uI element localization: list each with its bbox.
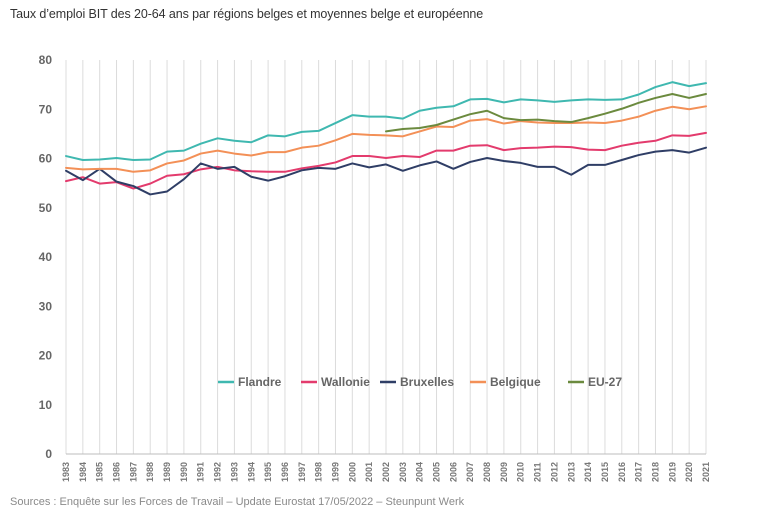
x-axis: 1983 1984 1985 1986 1987 1988 1989 1990 1991 1992… <box>61 462 711 482</box>
x-tick-label: 2016 <box>617 462 627 482</box>
x-tick-label: 1983 <box>61 462 71 482</box>
x-tick-label: 1984 <box>78 462 88 482</box>
legend-label: EU-27 <box>588 375 622 389</box>
x-tick-label: 2005 <box>432 462 442 482</box>
y-tick-label: 50 <box>39 201 53 215</box>
x-tick-label: 1996 <box>280 462 290 482</box>
series-line-wallonie <box>65 131 707 190</box>
legend: Flandre Wallonie Bruxelles Belgique EU-27 <box>218 375 622 389</box>
series-line-flandre <box>65 81 707 161</box>
x-tick-label: 1993 <box>229 462 239 482</box>
x-tick-label: 2004 <box>415 462 425 482</box>
legend-label: Flandre <box>238 375 282 389</box>
x-tick-label: 2001 <box>364 462 374 482</box>
x-tick-label: 2015 <box>600 462 610 482</box>
x-tick-label: 2009 <box>499 462 509 482</box>
x-tick-label: 2008 <box>482 462 492 482</box>
y-tick-label: 10 <box>39 398 53 412</box>
x-tick-label: 1990 <box>179 462 189 482</box>
x-tick-label: 1999 <box>330 462 340 482</box>
series-line-bruxelles <box>65 146 707 196</box>
y-tick-label: 20 <box>39 349 53 363</box>
x-tick-label: 2000 <box>347 462 357 482</box>
y-tick-label: 0 <box>45 447 52 461</box>
y-tick-label: 30 <box>39 299 53 313</box>
grid <box>65 60 707 455</box>
x-tick-label: 1988 <box>145 462 155 482</box>
x-tick-label: 2003 <box>398 462 408 482</box>
x-tick-label: 1992 <box>213 462 223 482</box>
x-tick-label: 2018 <box>650 462 660 482</box>
y-tick-label: 70 <box>39 102 53 116</box>
x-tick-label: 2012 <box>549 462 559 482</box>
x-tick-label: 1987 <box>128 462 138 482</box>
chart-title: Taux d’emploi BIT des 20-64 ans par régi… <box>10 7 484 21</box>
x-tick-label: 2010 <box>516 462 526 482</box>
legend-label: Bruxelles <box>400 375 454 389</box>
series-line-belgique <box>65 105 707 173</box>
x-tick-label: 2020 <box>684 462 694 482</box>
x-tick-label: 2013 <box>566 462 576 482</box>
x-tick-label: 1989 <box>162 462 172 482</box>
series-line-eu-27 <box>385 92 707 133</box>
y-tick-label: 60 <box>39 152 53 166</box>
legend-label: Wallonie <box>321 375 370 389</box>
x-tick-label: 2021 <box>701 462 711 482</box>
x-tick-label: 2002 <box>381 462 391 482</box>
x-tick-label: 1994 <box>246 462 256 482</box>
legend-label: Belgique <box>490 375 541 389</box>
y-tick-label: 80 <box>39 53 53 67</box>
x-tick-label: 1985 <box>95 462 105 482</box>
x-tick-label: 2011 <box>533 462 543 482</box>
x-tick-label: 2017 <box>634 462 644 482</box>
x-tick-label: 1998 <box>314 462 324 482</box>
y-tick-label: 40 <box>39 250 53 264</box>
x-tick-label: 1997 <box>297 462 307 482</box>
x-tick-label: 1995 <box>263 462 273 482</box>
x-tick-label: 2014 <box>583 462 593 482</box>
series-lines <box>65 81 707 196</box>
y-axis: 0 10 20 30 40 50 60 70 80 <box>39 53 53 461</box>
x-tick-label: 2007 <box>465 462 475 482</box>
x-tick-label: 2006 <box>448 462 458 482</box>
x-tick-label: 1991 <box>196 462 206 482</box>
source-note: Sources : Enquête sur les Forces de Trav… <box>10 496 465 508</box>
x-tick-label: 1986 <box>112 462 122 482</box>
x-tick-label: 2019 <box>667 462 677 482</box>
